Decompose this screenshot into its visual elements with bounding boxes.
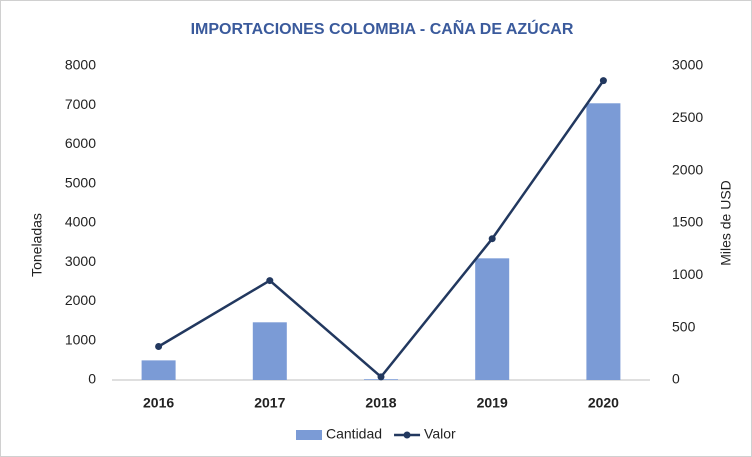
y2-tick-label: 0 [672, 371, 680, 387]
line-marker [377, 373, 385, 381]
x-tick-label: 2018 [365, 395, 396, 411]
y2-tick-label: 500 [672, 318, 696, 334]
legend-swatch-marker [403, 431, 411, 439]
y-tick-label: 0 [88, 371, 96, 387]
y-tick-label: 2000 [65, 292, 96, 308]
line-marker [599, 77, 607, 85]
bar [475, 258, 510, 380]
chart-title: IMPORTACIONES COLOMBIA - CAÑA DE AZÚCAR [191, 18, 574, 38]
y-tick-label: 6000 [65, 135, 96, 151]
line-marker [488, 235, 496, 243]
line-marker [266, 277, 274, 285]
y2-tick-label: 3000 [672, 57, 703, 73]
legend-label: Valor [424, 426, 456, 442]
y-tick-label: 3000 [65, 253, 96, 269]
x-tick-label: 2017 [254, 395, 285, 411]
y2-axis-label: Miles de USD [718, 180, 734, 266]
y2-tick-label: 1000 [672, 266, 703, 282]
legend-label: Cantidad [326, 426, 382, 442]
bar [252, 322, 287, 380]
y-tick-label: 4000 [65, 214, 96, 230]
bar [141, 360, 176, 380]
x-tick-label: 2020 [588, 395, 619, 411]
legend-swatch [296, 430, 322, 440]
y2-tick-label: 2000 [672, 161, 703, 177]
line-marker [155, 343, 163, 351]
y2-tick-label: 2500 [672, 109, 703, 125]
y-tick-label: 5000 [65, 174, 96, 190]
y2-tick-label: 1500 [672, 214, 703, 230]
x-tick-label: 2016 [143, 395, 174, 411]
y-axis-label: Toneladas [29, 213, 45, 277]
bar [586, 103, 621, 380]
y-tick-label: 8000 [65, 57, 96, 73]
y-tick-label: 1000 [65, 331, 96, 347]
x-tick-label: 2019 [477, 395, 508, 411]
y-tick-label: 7000 [65, 96, 96, 112]
